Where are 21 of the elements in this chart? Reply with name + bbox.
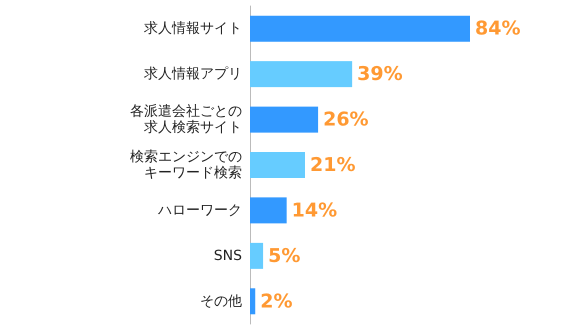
bar (250, 61, 352, 88)
y-tick-label: 検索エンジンでのキーワード検索 (130, 149, 242, 181)
bar (250, 288, 256, 314)
data-label: 2% (260, 290, 293, 312)
data-label: 39% (357, 63, 403, 86)
y-tick-label: ハローワーク (157, 202, 242, 218)
data-label: 84% (475, 18, 520, 40)
bar (250, 242, 264, 269)
y-tick-label: その他 (200, 293, 242, 310)
y-tick-label: 求人情報サイト (144, 20, 242, 37)
bar (250, 106, 318, 133)
data-label: 21% (310, 154, 356, 176)
y-tick-label: 各派遣会社ごとの求人検索サイト (130, 104, 242, 136)
data-label: 26% (323, 108, 369, 131)
y-tick-label: SNS (214, 248, 242, 264)
y-tick-label: 求人情報アプリ (144, 66, 242, 82)
data-label: 5% (268, 244, 300, 267)
data-label: 14% (292, 199, 338, 222)
bar (250, 197, 287, 224)
bar (250, 152, 305, 178)
bar (250, 16, 470, 42)
